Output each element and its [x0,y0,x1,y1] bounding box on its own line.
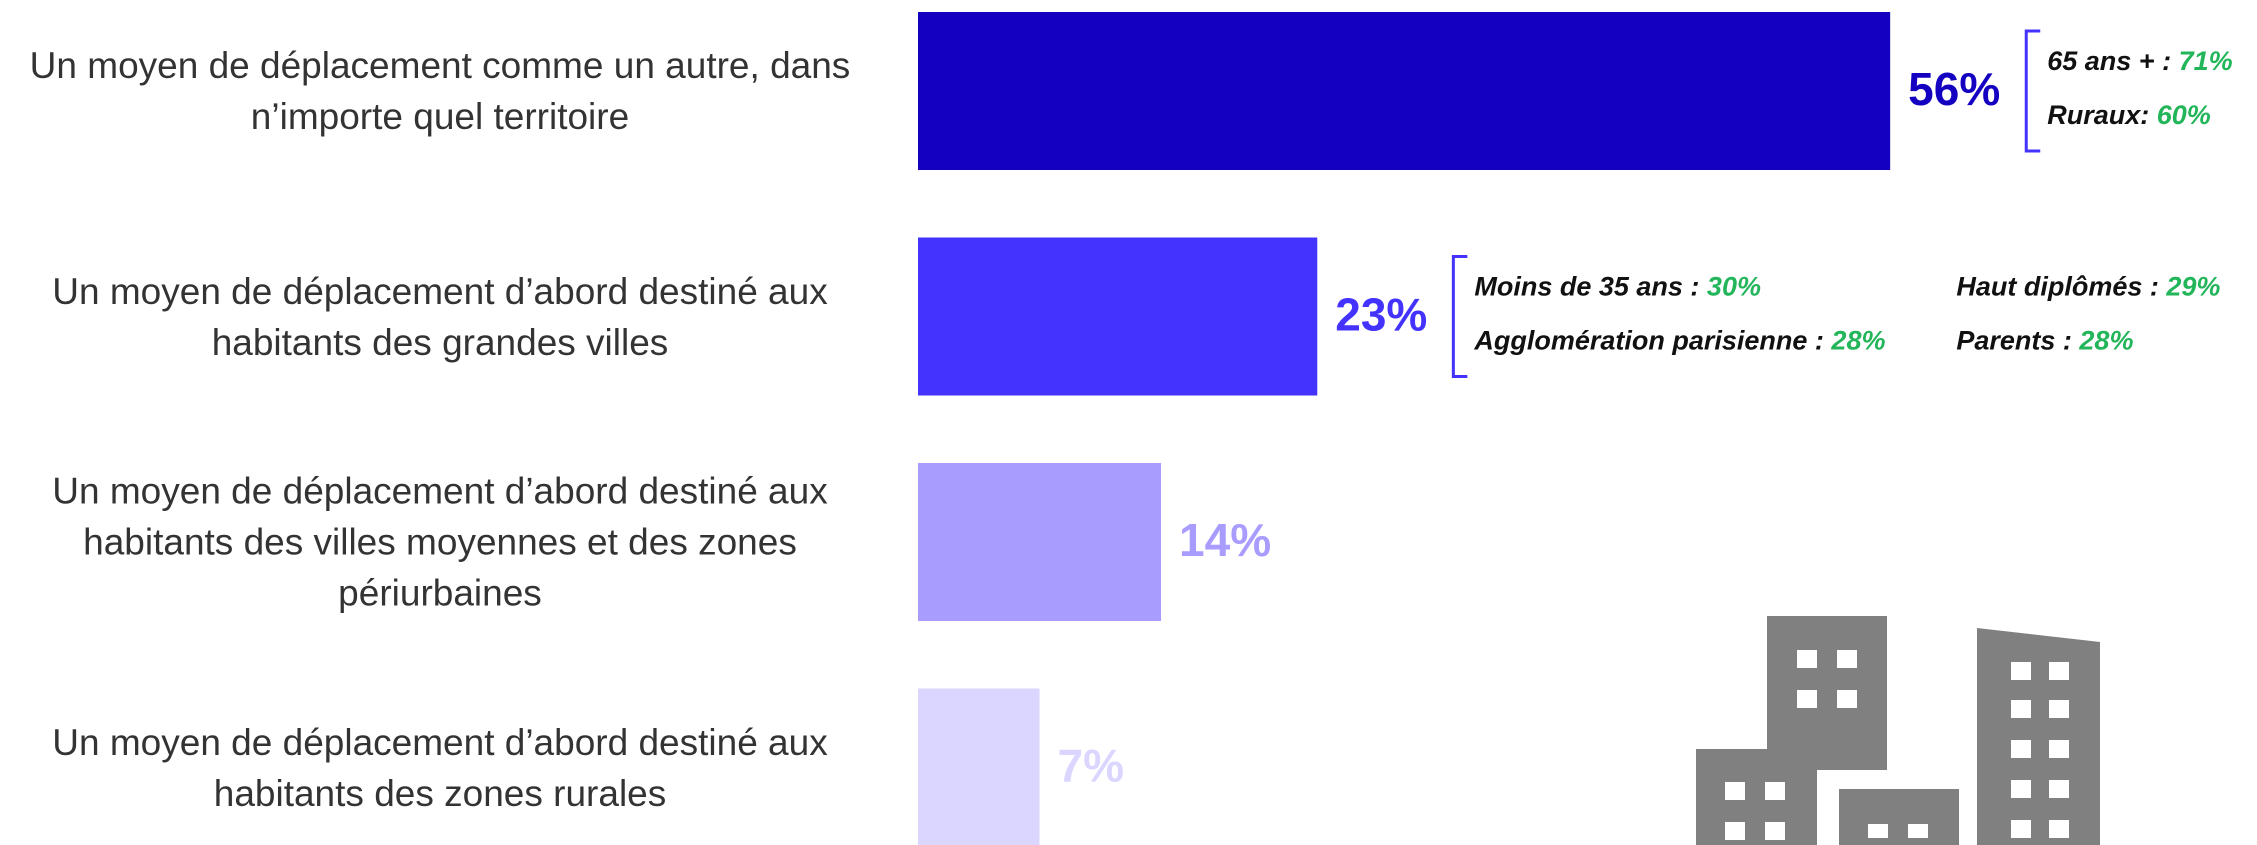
annotation-label: 65 ans + : [2047,46,2171,76]
annotation-label: Parents : [1956,326,2072,356]
value-label: 7% [1058,740,1124,792]
bar [918,12,1891,170]
bar [918,237,1318,396]
annotation: Ruraux: 60% [2047,100,2211,130]
annotation-value: 30% [1707,272,1761,302]
category-label: Un moyen de déplacement d’abord destiné … [52,470,828,614]
annotation-value: 28% [1830,326,1885,356]
annotation-value: 60% [2157,100,2211,130]
annotation: Agglomération parisienne : 28% [1473,326,1885,356]
bracket [2024,29,2041,153]
annotation: Moins de 35 ans : 30% [1474,272,1761,302]
annotation: 65 ans + : 71% [2047,46,2232,76]
bracket [1451,255,1468,378]
annotation-label: Moins de 35 ans : [1474,272,1699,302]
value-label: 23% [1335,289,1427,341]
annotation-label: Haut diplômés : [1956,272,2159,302]
bar [918,463,1162,621]
annotation-value: 28% [2078,326,2133,356]
category-label: Un moyen de déplacement d’abord destiné … [52,270,828,363]
annotation: Parents : 28% [1956,326,2133,356]
annotation-value: 29% [2165,272,2220,302]
category-label: Un moyen de déplacement d’abord destiné … [52,721,828,814]
value-label: 56% [1908,63,2000,115]
bar [918,688,1040,845]
annotation-value: 71% [2179,46,2233,76]
value-label: 14% [1179,514,1271,566]
category-label: Un moyen de déplacement comme un autre, … [29,45,851,137]
annotation-label: Agglomération parisienne : [1473,326,1824,356]
annotation: Haut diplômés : 29% [1956,272,2220,302]
buildings-icon [1696,616,2100,845]
annotation-label: Ruraux: [2047,100,2149,130]
